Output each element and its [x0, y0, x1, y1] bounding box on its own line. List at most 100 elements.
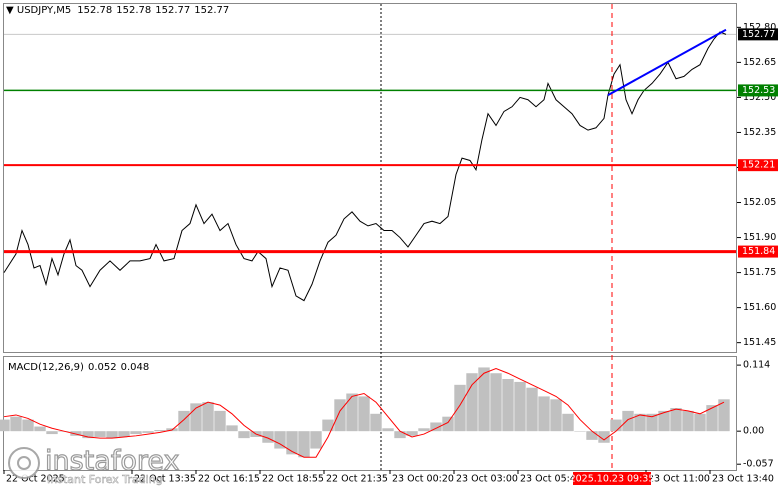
histogram-bar: [382, 428, 394, 432]
histogram-bar: [0, 419, 10, 432]
histogram-bar: [190, 403, 202, 432]
histogram-bar: [478, 367, 490, 432]
histogram-bar: [358, 396, 370, 432]
x-tick-label: 23 Oct 13:40: [712, 474, 774, 485]
histogram-bar: [262, 431, 274, 443]
level-label: 152.53: [742, 85, 775, 96]
histogram-bar: [34, 426, 46, 432]
histogram-bar: [694, 413, 706, 432]
header-arrow: ▼: [6, 5, 17, 16]
macd-value: 0.052: [88, 362, 117, 373]
histogram-bar: [346, 393, 358, 432]
close: 152.77: [194, 5, 229, 16]
histogram-bar: [202, 402, 214, 432]
histogram-bar: [502, 379, 514, 432]
trend-line: [607, 28, 727, 96]
chart-header: ▼ USDJPY,M5 152.78 152.78 152.77 152.77: [6, 5, 229, 16]
y-tick-label: 151.60: [743, 302, 776, 313]
logo-core: [17, 456, 31, 470]
symbol: USDJPY,M5: [17, 5, 71, 16]
high: 152.78: [116, 5, 151, 16]
histogram-bar: [706, 405, 718, 432]
histogram-bar: [418, 428, 430, 432]
histogram-bar: [154, 430, 166, 432]
macd-title: MACD(12,26,9): [8, 362, 84, 373]
x-tick-label: 23 Oct 05:40: [520, 474, 582, 485]
histogram-bar: [574, 431, 586, 432]
histogram-bar: [550, 399, 562, 432]
x-tick-label: 22 Oct 18:55: [262, 474, 324, 485]
histogram-bar: [334, 399, 346, 432]
histogram-bar: [454, 384, 466, 432]
histogram-bar: [178, 410, 190, 432]
y-tick-label: 152.50: [743, 92, 776, 103]
y-tick-label: 0.114: [743, 360, 770, 371]
cursor-label: 2025.10.23 09:35: [570, 474, 655, 485]
histogram-bar: [466, 373, 478, 432]
signal-line: [3, 368, 725, 458]
last-price-box: [738, 28, 778, 41]
histogram-bar: [562, 413, 574, 432]
histogram-bar: [118, 431, 130, 437]
y-tick-label: 152.35: [743, 127, 776, 138]
histogram-bar: [394, 431, 406, 439]
histogram-bar: [274, 431, 286, 449]
histogram-bar: [442, 416, 454, 432]
x-tick-label: 22 Oct 16:15: [198, 474, 260, 485]
level-label-box: [738, 84, 778, 97]
histogram-bar: [286, 431, 298, 455]
histogram-bar: [82, 431, 94, 439]
macd-header: MACD(12,26,9) 0.052 0.048: [8, 362, 149, 373]
histogram-bar: [106, 431, 118, 439]
histogram-bar: [94, 431, 106, 437]
histogram-bar: [526, 387, 538, 432]
open: 152.78: [77, 5, 112, 16]
x-tick-label: 23 Oct 03:00: [456, 474, 518, 485]
x-tick-label: 22 Oct 21:35: [326, 474, 388, 485]
y-tick-label: 152.80: [743, 22, 776, 33]
level-label: 152.21: [742, 160, 775, 171]
histogram-bar: [514, 381, 526, 432]
plot-layer: 152.80152.65152.50152.35152.20152.05151.…: [0, 4, 778, 485]
y-tick-label: -0.057: [743, 459, 774, 470]
y-tick-label: 0.00: [743, 426, 764, 437]
histogram-bar: [670, 407, 682, 432]
level-label-box: [738, 159, 778, 172]
signal-value: 0.048: [121, 362, 150, 373]
x-tick-label: 22 Oct 13:35: [134, 474, 196, 485]
histogram-bar: [646, 413, 658, 432]
x-tick-label: 22 Oct 2025: [6, 474, 65, 485]
level-label: 151.84: [742, 246, 775, 257]
histogram-bar: [406, 431, 418, 436]
x-tick-label: 23 Oct 11:00: [648, 474, 710, 485]
y-tick-label: 151.75: [743, 267, 776, 278]
histogram-bar: [634, 413, 646, 432]
x-tick-label: 23 Oct 00:20: [392, 474, 454, 485]
y-tick-label: 152.65: [743, 57, 776, 68]
histogram-bar: [658, 410, 670, 432]
histogram-bar: [214, 410, 226, 432]
histogram-bar: [238, 431, 250, 439]
histogram-bar: [538, 396, 550, 432]
histogram-bar: [298, 431, 310, 458]
y-tick-label: 152.05: [743, 197, 776, 208]
histogram-bar: [10, 416, 22, 432]
last-price-label: 152.77: [742, 29, 775, 40]
low: 152.77: [155, 5, 190, 16]
watermark-brand: instaforex: [45, 446, 179, 477]
main-panel-frame: [3, 3, 737, 353]
watermark-tagline: Instant Forex Trading: [47, 473, 163, 486]
histogram-bar: [46, 431, 58, 435]
histogram-bar: [310, 431, 322, 449]
histogram-bar: [430, 422, 442, 432]
histogram-bar: [682, 410, 694, 432]
histogram-bar: [610, 419, 622, 432]
watermark: instaforex Instant Forex Trading: [8, 445, 180, 486]
histogram-bar: [622, 410, 634, 432]
histogram-bar: [370, 413, 382, 432]
histogram-bar: [490, 373, 502, 432]
histogram-bar: [718, 399, 730, 432]
histogram-bar: [586, 431, 598, 440]
histogram-bar: [22, 419, 34, 432]
